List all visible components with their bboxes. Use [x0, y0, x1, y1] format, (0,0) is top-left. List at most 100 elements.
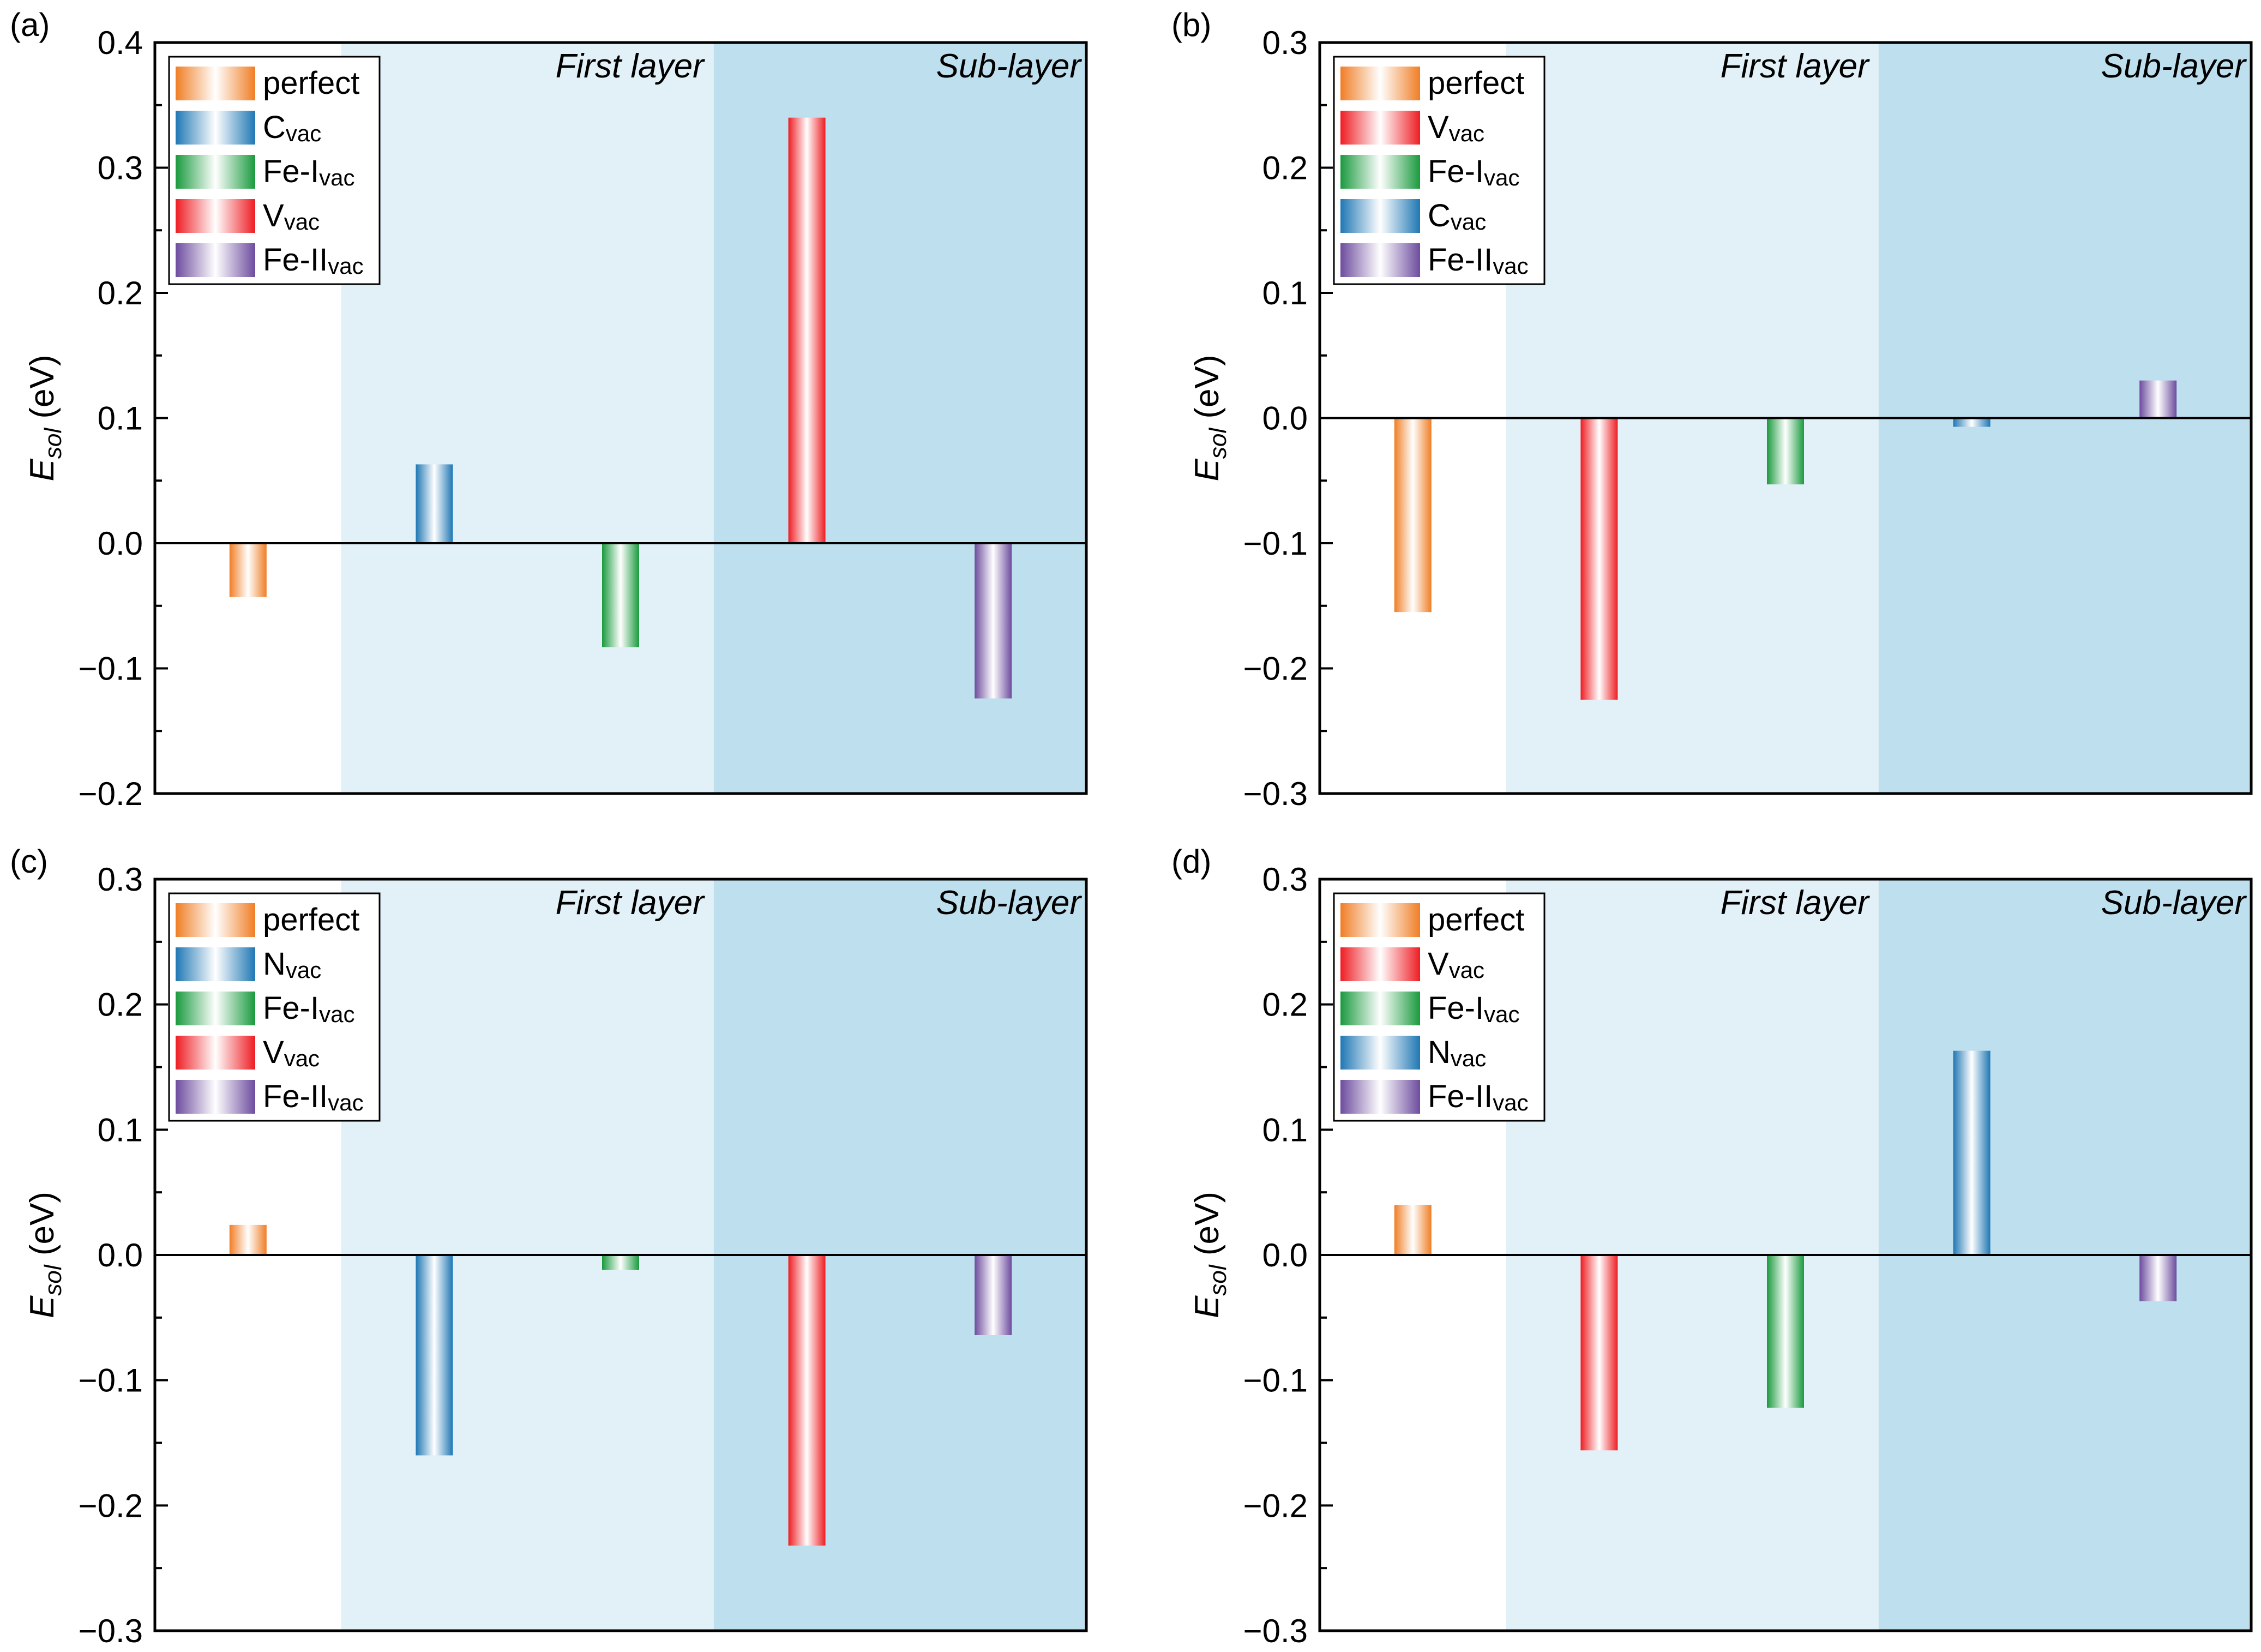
y-tick-label: −0.2 — [79, 1487, 143, 1524]
y-tick-label: −0.2 — [1243, 1487, 1308, 1524]
panel-c: First layer Sub-layer −0.3 −0.2 −0.1 0.0 0.1 0.… — [10, 843, 1088, 1649]
sub-layer-label: Sub-layer — [2101, 884, 2247, 922]
bar-Fe-IIvac — [975, 543, 1012, 699]
legend-swatch — [1340, 155, 1420, 189]
legend: perfect Vvac Fe-Ivac Nvac Fe-IIvac — [1333, 892, 1546, 1122]
y-tick-label: 0.2 — [1262, 150, 1308, 187]
legend-label: Vvac — [263, 198, 320, 235]
legend-swatch — [176, 155, 255, 189]
y-tick-label: 0.2 — [98, 987, 143, 1023]
y-tick-label: −0.1 — [1243, 1362, 1308, 1399]
legend-label: Fe-Ivac — [263, 154, 354, 190]
legend-label: Vvac — [1428, 946, 1484, 983]
legend-swatch — [176, 1080, 255, 1114]
first-layer-label: First layer — [556, 884, 705, 922]
panel-d: First layer Sub-layer −0.3 −0.2 −0.1 0.0 0.1 0.… — [1171, 843, 2253, 1649]
legend-swatch — [176, 903, 255, 937]
bar-Vvac — [1580, 418, 1618, 700]
panel-b: First layer Sub-layer −0.3 −0.2 −0.1 0.0 0.1 0.… — [1171, 7, 2253, 812]
first-layer-label: First layer — [1721, 47, 1870, 85]
panel-a: First layer Sub-layer −0.2 −0.1 0.0 0.1 0.2 0.3… — [10, 7, 1088, 812]
first-layer-region — [341, 43, 714, 794]
legend-label: Fe-IIvac — [263, 1079, 364, 1115]
y-tick-label: 0.0 — [98, 525, 143, 562]
y-tick-label: 0.3 — [1262, 861, 1308, 898]
y-tick-label: −0.2 — [1243, 651, 1308, 687]
legend-label: perfect — [1428, 65, 1524, 101]
legend-swatch — [176, 947, 255, 981]
legend-swatch — [1340, 199, 1420, 233]
sub-layer-label: Sub-layer — [936, 884, 1083, 922]
y-tick-label: 0.3 — [98, 861, 143, 898]
y-tick-label: 0.1 — [1262, 275, 1308, 311]
y-tick-label: 0.2 — [98, 275, 143, 311]
bar-Nvac — [416, 1255, 453, 1456]
legend-swatch — [1340, 1036, 1420, 1070]
y-tick-label: 0.3 — [98, 150, 143, 187]
bar-perfect — [229, 543, 267, 597]
first-layer-label: First layer — [1721, 884, 1870, 922]
y-tick-label: 0.0 — [98, 1237, 143, 1273]
y-tick-label: −0.1 — [1243, 525, 1308, 562]
bar-perfect — [1394, 418, 1432, 612]
legend-label: perfect — [263, 65, 359, 101]
y-tick-label: −0.3 — [1243, 776, 1308, 812]
legend: perfect Nvac Fe-Ivac Vvac Fe-IIvac — [168, 892, 381, 1122]
legend-swatch — [176, 992, 255, 1025]
bar-perfect — [1394, 1205, 1432, 1255]
legend-swatch — [1340, 67, 1420, 100]
y-tick-label: 0.1 — [98, 400, 143, 437]
legend-swatch — [176, 1036, 255, 1070]
y-tick-label: 0.0 — [1262, 1237, 1308, 1273]
bar-Vvac — [788, 117, 826, 543]
panel-label: (d) — [1171, 843, 1211, 880]
first-layer-label: First layer — [556, 47, 705, 85]
bar-Cvac — [416, 464, 453, 543]
bar-Fe-IIvac — [975, 1255, 1012, 1335]
y-tick-label: −0.3 — [79, 1613, 143, 1649]
y-tick-label: 0.1 — [1262, 1112, 1308, 1148]
legend-label: Cvac — [263, 110, 321, 146]
legend-swatch — [1340, 947, 1420, 981]
panel-label: (c) — [10, 843, 48, 880]
legend-label: Vvac — [1428, 110, 1484, 146]
plot-frame — [1318, 878, 2253, 1632]
panel-label: (a) — [10, 7, 50, 43]
plot-frame — [1318, 41, 2253, 795]
legend-label: Fe-IIvac — [263, 242, 364, 279]
legend-swatch — [1340, 903, 1420, 937]
legend-label: Fe-IIvac — [1428, 1079, 1529, 1115]
bar-perfect — [229, 1224, 267, 1255]
y-tick-label: −0.3 — [1243, 1613, 1308, 1649]
bar-Fe-Ivac — [602, 1255, 639, 1270]
legend-swatch — [176, 111, 255, 145]
bar-Fe-Ivac — [1767, 418, 1804, 485]
y-tick-label: 0.3 — [1262, 25, 1308, 61]
plot-frame — [153, 878, 1088, 1632]
y-tick-label: 0.2 — [1262, 987, 1308, 1023]
legend: perfect Vvac Fe-Ivac Cvac Fe-IIvac — [1333, 56, 1546, 285]
legend-label: Nvac — [263, 946, 321, 983]
y-tick-label: −0.1 — [79, 651, 143, 687]
legend: perfect Cvac Fe-Ivac Vvac Fe-IIvac — [168, 56, 381, 285]
legend-label: Fe-Ivac — [263, 990, 354, 1027]
panel-label: (b) — [1171, 7, 1211, 43]
legend-swatch — [1340, 111, 1420, 145]
legend-label: Vvac — [263, 1035, 320, 1071]
legend-swatch — [1340, 243, 1420, 277]
sub-layer-region — [713, 43, 1086, 794]
y-axis-label: Esol (eV) — [23, 355, 67, 482]
legend-swatch — [1340, 992, 1420, 1025]
bar-Fe-IIvac — [2139, 380, 2177, 418]
y-tick-label: −0.1 — [79, 1362, 143, 1399]
legend-label: perfect — [263, 902, 359, 938]
bar-Cvac — [1953, 418, 1991, 427]
bar-Nvac — [1953, 1050, 1991, 1255]
y-axis-label: Esol (eV) — [23, 1192, 67, 1318]
bar-Fe-Ivac — [1767, 1255, 1804, 1408]
bar-Fe-IIvac — [2139, 1255, 2177, 1301]
bar-Fe-Ivac — [602, 543, 639, 647]
legend-swatch — [176, 67, 255, 100]
legend-label: perfect — [1428, 902, 1524, 938]
